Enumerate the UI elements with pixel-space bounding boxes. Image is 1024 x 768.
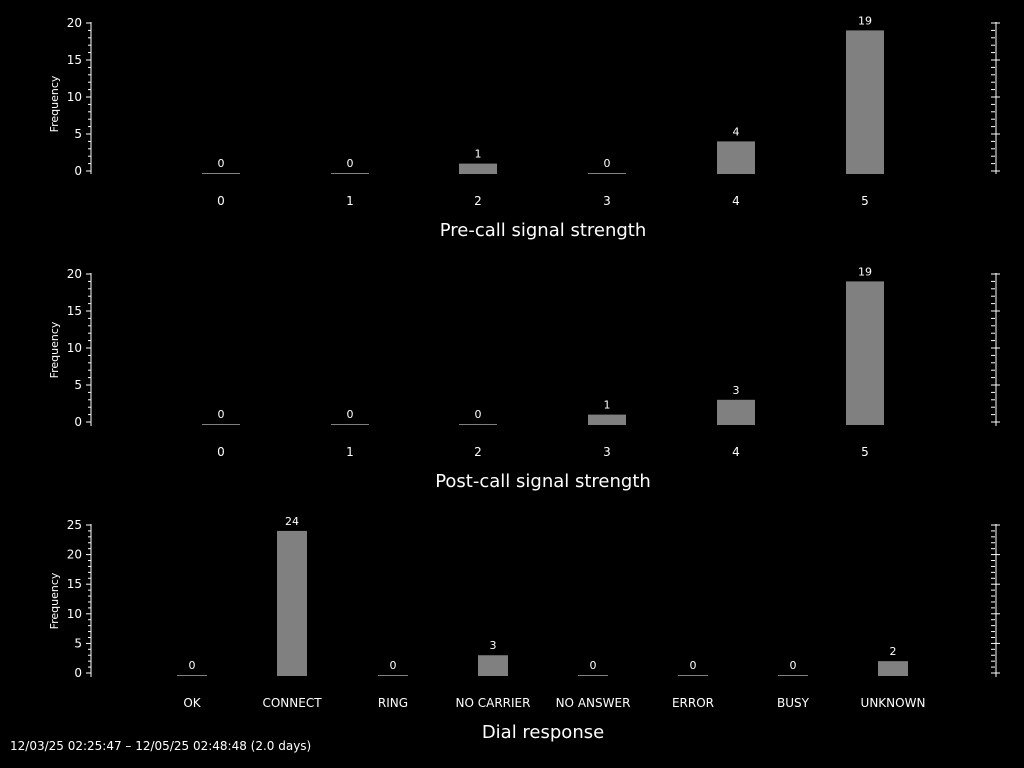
data-label: 0 bbox=[189, 659, 196, 672]
data-label: 0 bbox=[790, 659, 797, 672]
y-axis-label: Frequency bbox=[48, 75, 61, 132]
bar-unknown bbox=[878, 661, 908, 676]
data-label: 1 bbox=[475, 148, 482, 161]
bar-3 bbox=[588, 173, 626, 174]
bar-connect bbox=[277, 530, 307, 676]
x-tick-label: 3 bbox=[603, 194, 611, 208]
x-tick-label: 1 bbox=[346, 194, 354, 208]
bar-2 bbox=[459, 424, 497, 425]
x-tick-label: ERROR bbox=[672, 696, 714, 710]
bar-no-carrier bbox=[478, 655, 508, 676]
bar-0 bbox=[202, 424, 240, 425]
bar-4 bbox=[717, 141, 755, 174]
x-tick-label: 2 bbox=[474, 194, 482, 208]
data-label: 1 bbox=[604, 399, 611, 412]
x-axis-title: Pre-call signal strength bbox=[440, 220, 647, 241]
bar-ok bbox=[177, 675, 207, 676]
y-tick-label: 0 bbox=[74, 666, 82, 680]
bar-error bbox=[678, 675, 708, 676]
x-axis-title: Post-call signal strength bbox=[435, 471, 651, 492]
x-tick-label: 3 bbox=[603, 445, 611, 459]
x-tick-label: RING bbox=[378, 696, 408, 710]
x-tick-label: CONNECT bbox=[262, 696, 322, 710]
y-tick-label: 15 bbox=[67, 304, 82, 318]
bar-3 bbox=[588, 414, 626, 425]
date-range-label: 12/03/25 02:25:47 – 12/05/25 02:48:48 (2… bbox=[10, 739, 312, 753]
x-tick-label: 1 bbox=[346, 445, 354, 459]
bar-4 bbox=[717, 399, 755, 425]
x-tick-label: 5 bbox=[861, 194, 869, 208]
data-label: 19 bbox=[858, 265, 872, 278]
chart-panel-3: 0510152025Frequency0OK24CONNECT0RING3NO … bbox=[48, 515, 1000, 743]
bar-busy bbox=[778, 675, 808, 676]
data-label: 3 bbox=[490, 639, 497, 652]
x-tick-label: 0 bbox=[217, 194, 225, 208]
y-tick-label: 15 bbox=[67, 53, 82, 67]
bar-5 bbox=[846, 281, 884, 425]
x-tick-label: 4 bbox=[732, 194, 740, 208]
data-label: 0 bbox=[475, 408, 482, 421]
bar-ring bbox=[378, 675, 408, 676]
data-label: 0 bbox=[218, 157, 225, 170]
y-tick-label: 10 bbox=[67, 607, 82, 621]
x-tick-label: NO CARRIER bbox=[456, 696, 531, 710]
y-tick-label: 0 bbox=[74, 164, 82, 178]
y-axis-label: Frequency bbox=[48, 321, 61, 378]
data-label: 0 bbox=[690, 659, 697, 672]
data-label: 0 bbox=[590, 659, 597, 672]
bar-1 bbox=[331, 173, 369, 174]
y-tick-label: 5 bbox=[74, 127, 82, 141]
data-label: 0 bbox=[390, 659, 397, 672]
y-tick-label: 20 bbox=[67, 548, 82, 562]
y-tick-label: 10 bbox=[67, 341, 82, 355]
bar-no-answer bbox=[578, 675, 608, 676]
x-tick-label: 2 bbox=[474, 445, 482, 459]
x-tick-label: 0 bbox=[217, 445, 225, 459]
bar-1 bbox=[331, 424, 369, 425]
data-label: 2 bbox=[890, 645, 897, 658]
y-tick-label: 10 bbox=[67, 90, 82, 104]
bar-0 bbox=[202, 173, 240, 174]
data-label: 0 bbox=[604, 157, 611, 170]
data-label: 0 bbox=[347, 157, 354, 170]
x-tick-label: UNKNOWN bbox=[861, 696, 926, 710]
x-tick-label: NO ANSWER bbox=[556, 696, 631, 710]
y-tick-label: 15 bbox=[67, 577, 82, 591]
data-label: 24 bbox=[285, 515, 299, 528]
bar-5 bbox=[846, 30, 884, 175]
y-tick-label: 5 bbox=[74, 378, 82, 392]
data-label: 0 bbox=[347, 408, 354, 421]
data-label: 0 bbox=[218, 408, 225, 421]
x-tick-label: 5 bbox=[861, 445, 869, 459]
data-label: 4 bbox=[733, 125, 740, 138]
data-label: 19 bbox=[858, 14, 872, 27]
x-tick-label: OK bbox=[183, 696, 201, 710]
x-axis-title: Dial response bbox=[482, 722, 604, 743]
chart-panel-2: 05101520Frequency0001021334195Post-call … bbox=[48, 265, 1000, 492]
y-tick-label: 0 bbox=[74, 415, 82, 429]
data-label: 3 bbox=[733, 384, 740, 397]
y-tick-label: 25 bbox=[67, 518, 82, 532]
y-axis-label: Frequency bbox=[48, 572, 61, 629]
bar-2 bbox=[459, 163, 497, 174]
x-tick-label: BUSY bbox=[777, 696, 810, 710]
x-tick-label: 4 bbox=[732, 445, 740, 459]
y-tick-label: 20 bbox=[67, 16, 82, 30]
y-tick-label: 5 bbox=[74, 636, 82, 650]
y-tick-label: 20 bbox=[67, 267, 82, 281]
